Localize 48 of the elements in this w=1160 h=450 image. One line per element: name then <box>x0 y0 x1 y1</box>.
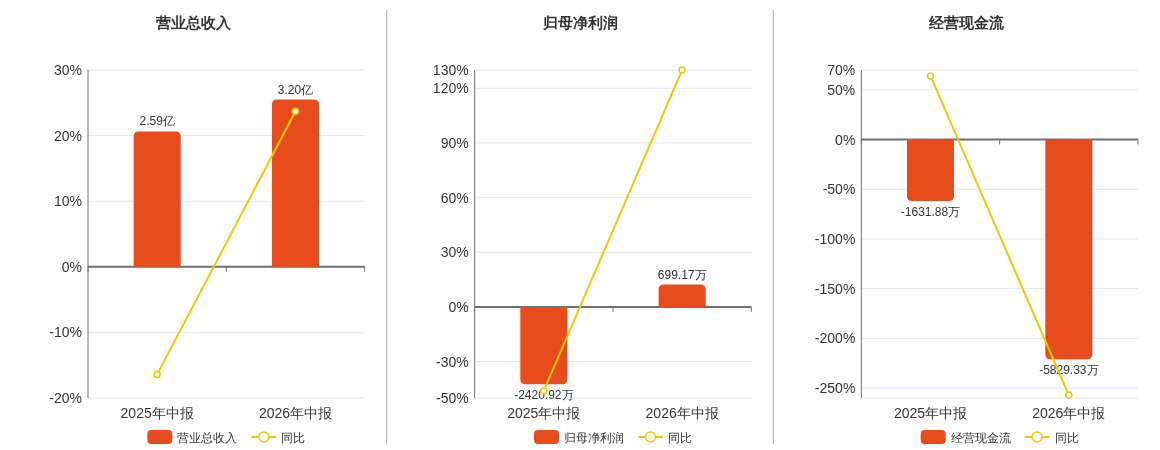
y-tick-label: 0% <box>61 258 82 275</box>
x-tick-label: 2025年中报 <box>893 405 968 421</box>
data-label: -1631.88万 <box>900 205 961 220</box>
legend-item: 经营现金流 <box>920 430 1011 445</box>
x-tick-label: 2025年中报 <box>120 405 194 421</box>
legend-label: 同比 <box>281 430 306 445</box>
y-tick-label: -200% <box>814 330 856 347</box>
x-tick-label: 2026年中报 <box>645 405 719 421</box>
y-tick-label: 30% <box>53 62 82 78</box>
y-tick-label: 0% <box>448 298 469 315</box>
legend-item: 同比 <box>250 430 306 445</box>
legend-label: 同比 <box>1054 430 1079 445</box>
y-tick-label: -150% <box>814 280 856 297</box>
y-tick-label: 130% <box>432 62 469 78</box>
legend-item: 同比 <box>637 430 692 445</box>
legend-label: 营业总收入 <box>177 430 238 445</box>
data-label: 3.20亿 <box>277 82 314 97</box>
data-label: -2420.92万 <box>514 388 574 403</box>
y-tick-label: 0% <box>835 131 856 148</box>
chart-title: 经营现金流 <box>928 14 1006 31</box>
y-tick-label: 60% <box>440 189 469 206</box>
y-tick-label: -50% <box>822 181 856 198</box>
y-tick-label: -100% <box>814 230 856 247</box>
y-tick-label: -20% <box>49 390 82 406</box>
legend-label: 同比 <box>668 430 692 445</box>
data-label: 699.17万 <box>657 267 707 282</box>
legend-item: 营业总收入 <box>147 430 238 445</box>
y-tick-label: -10% <box>49 324 82 341</box>
y-tick-label: 120% <box>432 80 469 97</box>
legend-item: 归母净利润 <box>534 430 624 445</box>
data-label: 2.59亿 <box>139 114 175 129</box>
legend-item: 同比 <box>1023 430 1079 445</box>
y-tick-label: -50% <box>435 390 469 406</box>
x-tick-label: 2026年中报 <box>1032 405 1106 421</box>
y-tick-label: 90% <box>440 134 469 151</box>
legend-label: 经营现金流 <box>950 430 1011 445</box>
y-tick-label: 30% <box>440 244 469 261</box>
chart-title: 营业总收入 <box>154 14 232 31</box>
legend-label: 归母净利润 <box>564 430 624 445</box>
x-tick-label: 2025年中报 <box>507 405 581 421</box>
y-tick-label: 70% <box>827 62 856 78</box>
y-tick-label: -30% <box>435 353 469 370</box>
chart-title: 归母净利润 <box>541 14 618 31</box>
y-tick-label: 50% <box>827 81 856 98</box>
y-tick-label: 20% <box>53 127 82 144</box>
x-tick-label: 2026年中报 <box>258 405 333 421</box>
y-tick-label: 10% <box>53 193 82 210</box>
y-tick-label: -250% <box>814 380 856 397</box>
